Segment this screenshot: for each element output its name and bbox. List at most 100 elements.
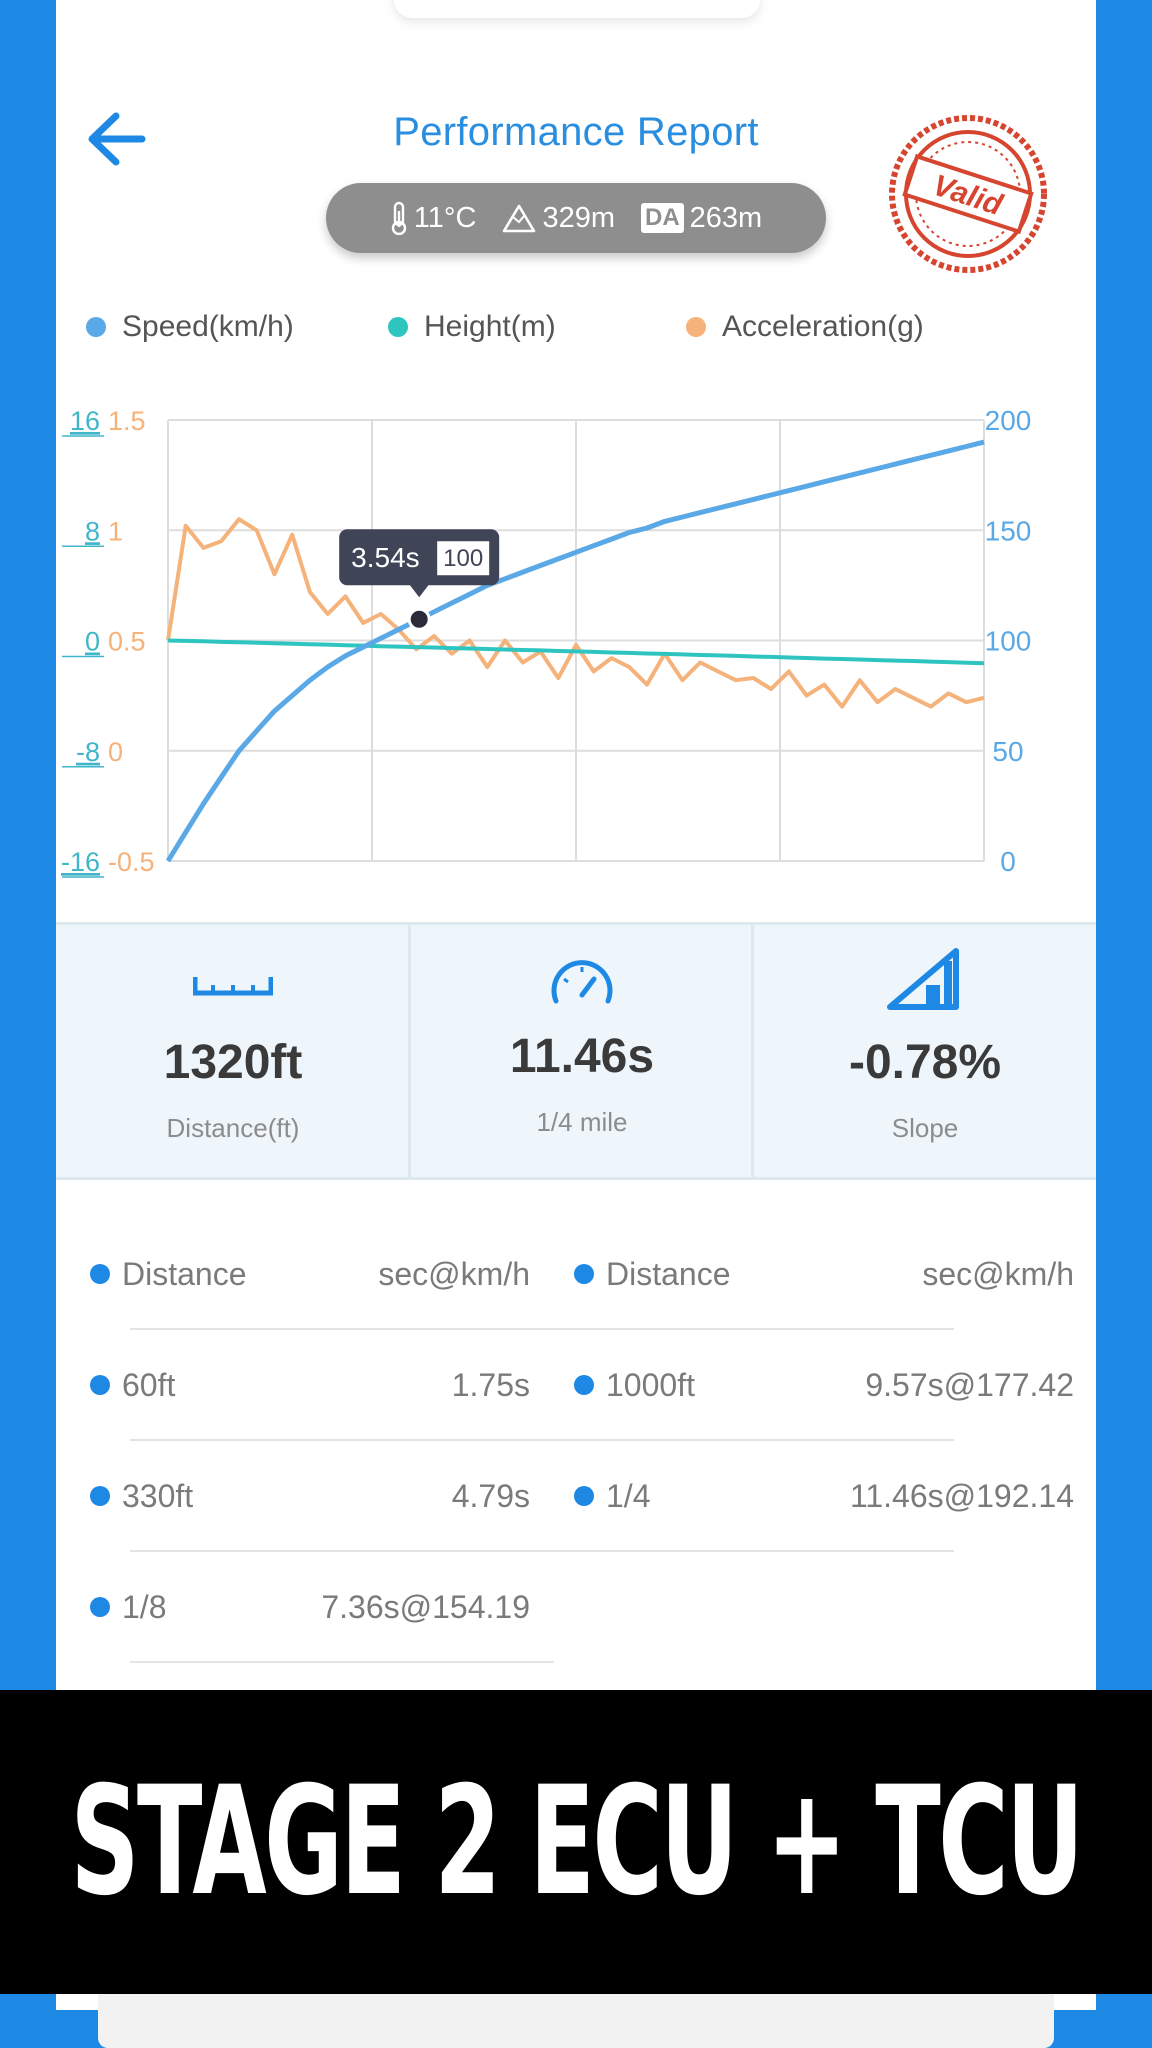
- ruler-icon: [193, 977, 273, 996]
- legend-dot-acceleration: [686, 317, 706, 337]
- arrow-left-icon: [88, 112, 146, 166]
- stat-slope-value: -0.78%: [848, 1036, 1002, 1089]
- caption-text: STAGE 2 ECU + TCU: [70, 1755, 1084, 1929]
- splits-table: Distance sec@km/h Distance sec@km/h 60ft…: [56, 1240, 1096, 1710]
- legend-dot-speed: [86, 317, 106, 337]
- series-line-speed: [165, 439, 985, 863]
- splits-header-name: Distance: [122, 1255, 247, 1292]
- row-divider: [130, 1661, 554, 1663]
- bullet-dot: [90, 1597, 110, 1617]
- tooltip-speed-badge: [437, 541, 490, 576]
- accel-axis-tick-label: 0: [108, 737, 123, 767]
- performance-chart-svg: 16 8 0 -8 -16 1.5 1 0.5 0 -0.5 200 150 100 50 0 3.54s 10…: [61, 405, 1032, 878]
- stat-distance-value: 1320ft: [163, 1036, 303, 1089]
- mountain-icon: [503, 204, 536, 233]
- thermometer-icon: [391, 201, 406, 235]
- caption-banner: STAGE 2 ECU + TCU: [0, 1690, 1152, 1994]
- back-button[interactable]: [82, 108, 152, 170]
- splits-header-left: Distance sec@km/h: [90, 1244, 530, 1304]
- left-axis-tick-label: 0: [85, 627, 100, 657]
- accel-axis-tick-label: -0.5: [108, 847, 155, 877]
- stat-quarter-mile: 11.46s 1/4 mile: [411, 925, 753, 1177]
- series-line-acceleration: [166, 517, 985, 709]
- bullet-dot: [90, 1264, 110, 1284]
- stat-distance: 1320ft Distance(ft): [56, 925, 410, 1177]
- tooltip-speed: 100: [443, 545, 483, 572]
- right-axis-tick-label: 0: [1000, 846, 1016, 877]
- right-axis-tick-label: 150: [985, 515, 1032, 546]
- stats-divider: [751, 925, 754, 1177]
- stats-panel: 1320ft Distance(ft) 11.46s 1/4 mile -0.7…: [56, 922, 1096, 1180]
- accel-axis-tick-label: 0.5: [108, 627, 146, 657]
- right-axis-tick-label: 100: [985, 626, 1032, 657]
- bottom-card-edge: [98, 1994, 1054, 2048]
- accel-axis-tick-label: 1: [108, 516, 123, 546]
- stats-divider: [408, 925, 411, 1177]
- bullet-dot: [574, 1264, 594, 1284]
- splits-header-value: sec@km/h: [378, 1255, 530, 1292]
- app-screen: Performance Report Valid 11°C: [56, 0, 1096, 2010]
- bullet-dot: [90, 1486, 110, 1506]
- tooltip-time: 3.54s: [351, 542, 420, 573]
- stat-distance-label: Distance(ft): [166, 1113, 300, 1143]
- left-axis-tick-label: -8: [76, 737, 100, 767]
- right-axis-tick-label: 50: [992, 736, 1023, 767]
- speedometer-icon: [551, 960, 613, 1004]
- legend-label-speed: Speed(km/h): [122, 310, 294, 343]
- left-axis-tick-label: 16: [70, 406, 100, 436]
- tooltip-marker: [407, 607, 431, 631]
- split-name: 1000ft: [606, 1366, 695, 1403]
- bullet-dot: [574, 1375, 594, 1395]
- stat-slope: -0.78% Slope: [754, 925, 1096, 1177]
- legend-label-height: Height(m): [424, 310, 556, 343]
- split-name: 60ft: [122, 1366, 176, 1403]
- series-line-height: [167, 638, 985, 666]
- legend-item-height[interactable]: Height(m): [388, 310, 556, 344]
- split-row: 1000ft 9.57s@177.42: [574, 1355, 1074, 1415]
- row-divider: [130, 1550, 954, 1552]
- legend-item-acceleration[interactable]: Acceleration(g): [686, 310, 924, 344]
- stat-slope-label: Slope: [891, 1113, 959, 1143]
- row-divider: [130, 1328, 954, 1330]
- page-title: Performance Report: [393, 110, 759, 154]
- splits-header-right: Distance sec@km/h: [574, 1244, 1074, 1304]
- split-value: 7.36s@154.19: [321, 1588, 530, 1625]
- bullet-dot: [90, 1375, 110, 1395]
- accel-axis-tick-label: 1.5: [108, 406, 146, 436]
- split-value: 1.75s: [451, 1366, 530, 1403]
- altitude-value: 329m: [542, 201, 615, 234]
- splits-header-value: sec@km/h: [922, 1255, 1074, 1292]
- density-altitude-badge: DA: [640, 203, 684, 233]
- left-axis-tick-label: -16: [61, 847, 100, 877]
- left-axis-tick-label: 8: [85, 516, 100, 546]
- split-row: 330ft 4.79s: [90, 1466, 530, 1526]
- tooltip-pointer: [409, 584, 430, 598]
- chart-legend: Speed(km/h) Height(m) Acceleration(g): [56, 310, 1096, 354]
- legend-label-acceleration: Acceleration(g): [722, 310, 924, 343]
- split-value: 4.79s: [451, 1477, 530, 1514]
- valid-stamp: Valid: [884, 110, 1052, 278]
- split-row: 60ft 1.75s: [90, 1355, 530, 1415]
- split-row: 1/8 7.36s@154.19: [90, 1577, 530, 1637]
- valid-seal-icon: Valid: [889, 115, 1047, 273]
- bullet-dot: [574, 1486, 594, 1506]
- density-altitude-value: 263m: [689, 201, 763, 234]
- slope-icon: [887, 948, 959, 1010]
- splits-header-name: Distance: [606, 1255, 731, 1292]
- row-divider: [130, 1439, 954, 1441]
- split-name: 330ft: [122, 1477, 194, 1514]
- stat-quarter-mile-label: 1/4 mile: [536, 1107, 628, 1137]
- split-name: 1/4: [606, 1477, 651, 1514]
- top-handle: [394, 0, 760, 18]
- split-value: 11.46s@192.14: [849, 1477, 1074, 1514]
- split-name: 1/8: [122, 1588, 167, 1625]
- split-value: 9.57s@177.42: [865, 1366, 1074, 1403]
- split-row: 1/4 11.46s@192.14: [574, 1466, 1074, 1526]
- performance-chart[interactable]: 16 8 0 -8 -16 1.5 1 0.5 0 -0.5 200 150 100 50 0 3.54s 10…: [56, 380, 1096, 880]
- legend-item-speed[interactable]: Speed(km/h): [86, 310, 294, 344]
- legend-dot-height: [388, 317, 408, 337]
- temperature-value: 11°C: [413, 201, 477, 234]
- conditions-pill: 11°C 329m DA 263m: [326, 183, 826, 253]
- stat-quarter-mile-value: 11.46s: [509, 1030, 655, 1083]
- right-axis-tick-label: 200: [985, 405, 1032, 436]
